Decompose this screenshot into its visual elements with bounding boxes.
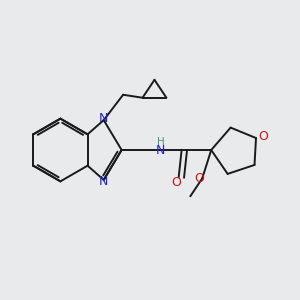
Text: N: N [99, 175, 108, 188]
Text: H: H [157, 136, 164, 147]
Text: O: O [194, 172, 204, 185]
Text: O: O [259, 130, 269, 143]
Text: N: N [99, 112, 108, 125]
Text: N: N [156, 143, 165, 157]
Text: O: O [171, 176, 181, 189]
